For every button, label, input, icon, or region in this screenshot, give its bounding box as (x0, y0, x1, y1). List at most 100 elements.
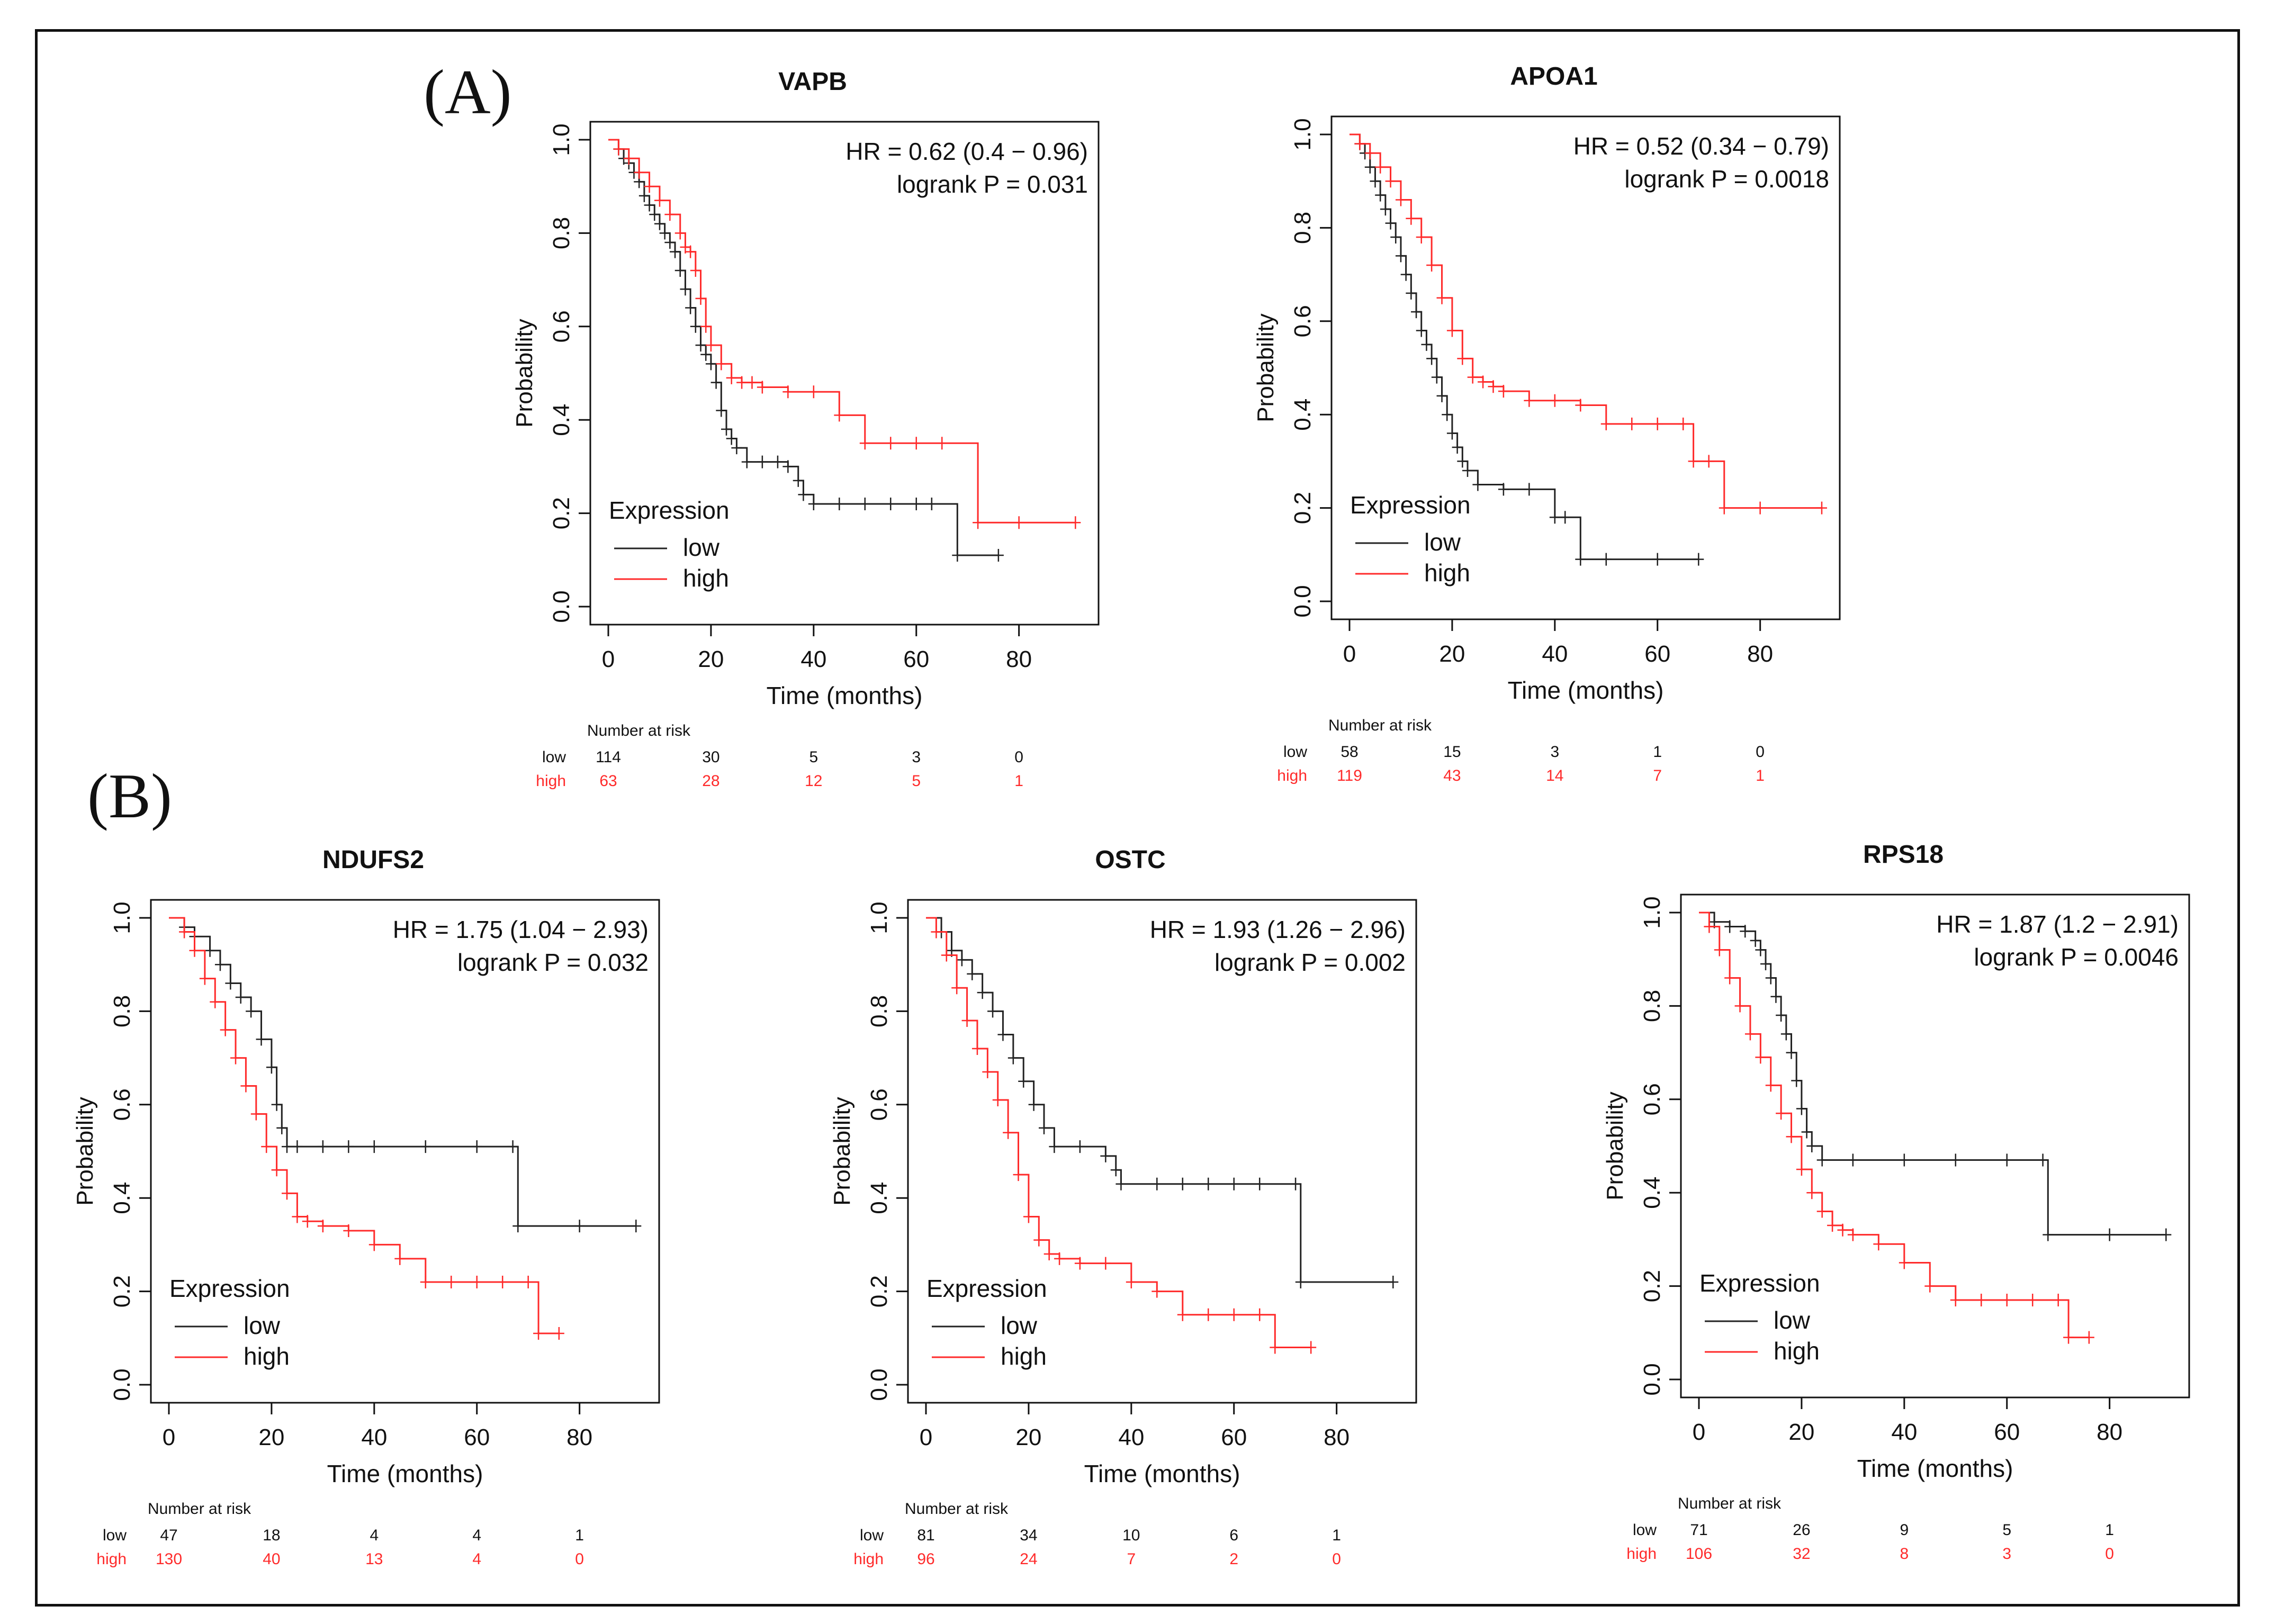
censor-mark-low (1816, 1153, 1828, 1167)
risk-count-low: 4 (370, 1527, 379, 1544)
censor-mark-high (1703, 455, 1714, 468)
legend-label-low: low (1774, 1306, 1811, 1334)
censor-mark-high (1816, 501, 1827, 515)
censor-mark-high (1152, 1285, 1163, 1298)
plot-box (1330, 115, 1841, 620)
censor-mark-low (2161, 1228, 2172, 1241)
censor-mark-low (1364, 160, 1375, 174)
censor-mark-high (446, 1275, 457, 1288)
risk-count-low: 58 (1341, 743, 1358, 761)
censor-mark-low (793, 474, 804, 487)
censor-mark-low (772, 455, 783, 468)
censor-mark-high (2001, 1294, 2012, 1307)
censor-mark-low (1152, 1177, 1163, 1190)
legend-label-high: high (244, 1342, 290, 1370)
censor-mark-low (741, 455, 752, 468)
censor-mark-high (1755, 501, 1766, 515)
censor-mark-high (1043, 1248, 1055, 1261)
censor-mark-high (885, 437, 896, 450)
censor-mark-low (1018, 1075, 1029, 1088)
risk-count-low: 5 (809, 748, 818, 766)
censor-mark-low (631, 1220, 642, 1233)
censor-mark-high (690, 264, 701, 277)
censor-mark-low (1007, 1051, 1019, 1064)
censor-mark-low (1436, 389, 1447, 402)
risk-count-high: 1 (1756, 767, 1765, 784)
risk-count-low: 18 (263, 1527, 280, 1544)
censor-mark-high (394, 1252, 406, 1265)
censor-mark-low (1431, 371, 1442, 384)
censor-mark-low (997, 1028, 1009, 1041)
censor-mark-high (1457, 352, 1468, 365)
censor-mark-low (1765, 971, 1776, 985)
risk-count-low: 10 (1122, 1527, 1140, 1544)
censor-mark-low (885, 497, 896, 510)
censor-mark-low (1524, 483, 1535, 496)
censor-mark-high (1467, 371, 1478, 384)
censor-mark-high (1873, 1238, 1884, 1251)
censor-mark-low (1693, 553, 1704, 566)
censor-mark-high (420, 1275, 431, 1288)
y-tick-label: 0.0 (866, 1368, 892, 1401)
censor-mark-low (1472, 478, 1483, 491)
hr-annotation: HR = 1.87 (1.2 − 2.91) (1936, 910, 2179, 938)
censor-mark-low (276, 1121, 287, 1134)
legend-title: Expression (609, 497, 730, 524)
censor-mark-high (911, 437, 922, 450)
risk-count-high: 7 (1127, 1550, 1136, 1568)
censor-mark-high (705, 339, 716, 352)
censor-mark-high (1786, 1130, 1797, 1143)
censor-mark-high (2053, 1294, 2064, 1307)
censor-mark-high (1354, 137, 1365, 150)
risk-count-high: 0 (2105, 1545, 2114, 1563)
y-tick-label: 0.8 (109, 995, 135, 1027)
censor-mark-low (1575, 553, 1586, 566)
censor-mark-high (1003, 1126, 1014, 1139)
y-tick-label: 1.0 (548, 123, 574, 156)
y-tick-label: 0.4 (1639, 1177, 1665, 1209)
censor-mark-low (1801, 1125, 1812, 1139)
censor-mark-low (1498, 483, 1509, 496)
x-tick-label: 20 (698, 646, 724, 672)
censor-mark-low (695, 339, 706, 352)
risk-count-low: 0 (1014, 748, 1023, 766)
censor-mark-low (952, 548, 963, 562)
censor-mark-high (1306, 1341, 1317, 1354)
censor-mark-low (1446, 427, 1458, 440)
x-tick-label: 60 (903, 646, 929, 672)
censor-mark-low (808, 497, 819, 510)
risk-count-high: 5 (912, 772, 921, 790)
censor-mark-low (654, 217, 665, 230)
censor-mark-high (1436, 291, 1447, 304)
curve-high (169, 917, 559, 1334)
censor-mark-low (2104, 1228, 2115, 1241)
risk-row-label-high: high (96, 1550, 127, 1568)
censor-mark-high (1385, 175, 1396, 188)
risk-count-high: 63 (599, 772, 617, 790)
censor-mark-low (1049, 1140, 1060, 1153)
censor-mark-high (746, 376, 758, 389)
censor-mark-high (1054, 1252, 1065, 1265)
censor-mark-low (1780, 1027, 1792, 1041)
censor-mark-low (1375, 188, 1386, 202)
hr-annotation: HR = 0.52 (0.34 − 0.79) (1573, 132, 1829, 160)
y-tick-label: 0.2 (548, 497, 574, 529)
censor-mark-low (680, 283, 691, 296)
logrank-annotation: logrank P = 0.0046 (1974, 943, 2179, 971)
censor-mark-high (757, 381, 768, 394)
censor-mark-high (189, 944, 200, 957)
censor-mark-low (1462, 464, 1473, 477)
censor-mark-low (1115, 1177, 1127, 1190)
x-axis-label: Time (months) (327, 1460, 483, 1487)
censor-mark-low (690, 320, 701, 333)
risk-count-high: 7 (1653, 767, 1662, 784)
censor-mark-high (1806, 1186, 1818, 1199)
censor-mark-low (1549, 511, 1560, 524)
y-tick-label: 0.6 (1639, 1083, 1665, 1115)
hr-annotation: HR = 0.62 (0.4 − 0.96) (845, 138, 1088, 165)
x-tick-label: 80 (1006, 646, 1032, 672)
plot-box (150, 899, 660, 1404)
censor-mark-low (271, 1098, 282, 1111)
censor-mark-low (1177, 1177, 1188, 1190)
censor-mark-high (179, 925, 190, 939)
